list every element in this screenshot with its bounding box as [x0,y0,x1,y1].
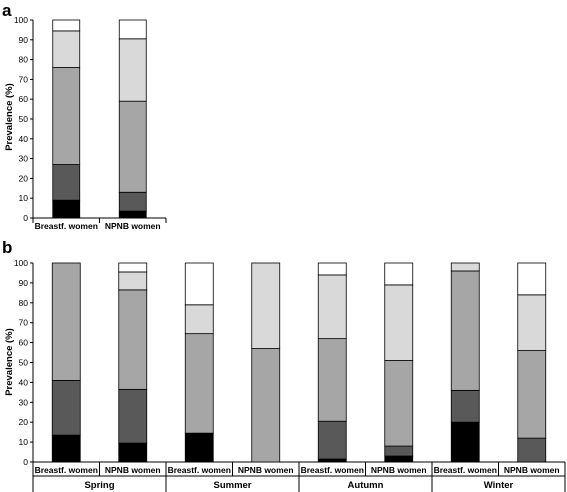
panel-a-letter: a [2,1,12,20]
panel-b-bar-segment [384,455,414,463]
panel-b-ytick-label: 10 [19,437,29,447]
panel-b-category-label: Breastf. women [301,465,364,475]
panel-b-ytick-label: 30 [19,397,29,407]
panel-a-ytick-label: 40 [19,134,29,144]
panel-b-ytick-label: 50 [19,358,29,368]
panel-b-category-label: Breastf. women [434,465,497,475]
panel-b-bar-segment [317,274,347,340]
panel-b-bar-segment [384,360,414,447]
panel-a-ytick-label: 0 [23,213,28,223]
panel-b-bar-segment [51,434,81,463]
panel-b-plot: 0 10 20 30 40 50 60 70 80 90 100 Breastf. women NPNB… [14,258,566,492]
panel-b-category-label: Breastf. women [35,465,98,475]
panel-b-bar-segment [517,294,547,351]
panel-b-bar-segment [384,284,414,361]
panel-a-bar-segment [118,38,147,102]
panel-b-ytick-label: 70 [19,318,29,328]
panel-b-category-label: NPNB women [105,465,161,475]
panel-b-bar-segment [184,333,214,434]
panel-a-plot: 0 10 20 30 40 50 60 70 80 90 100 Breastf. women NPNB… [14,15,167,231]
panel-b-bar-segment [118,262,148,273]
panel-b-bar-segment [184,304,214,335]
panel-b-bar-segment [384,262,414,286]
panel-a-ytick-label: 100 [14,15,28,25]
panel-b-group-label: Summer [213,480,251,491]
panel-a-bar-segment [118,100,147,193]
panel-b-bar-segment [251,262,281,349]
panel-a-ytick-label: 20 [19,173,29,183]
panel-a-category-label: Breastf. women [35,221,98,231]
panel-a-bar-segment [52,199,81,219]
panel-a-ytick-label: 70 [19,74,29,84]
panel-b-bar-segment [251,348,281,463]
panel-a-bar-segment [52,67,81,165]
panel-b-bar-segment [184,262,214,306]
panel-b-ytick-label: 90 [19,278,29,288]
panel-b-letter: b [2,238,12,257]
panel-b-bar-segment [51,262,81,381]
panel-b-bar-segment [118,271,148,291]
panel-b-bar-segment [450,421,480,463]
panel-b-bar-segment [450,270,480,391]
panel-b-ytick-label: 20 [19,417,29,427]
panel-b-bar-segment [118,289,148,390]
panel-b-ytick-label: 80 [19,298,29,308]
panel-b-ytick-label: 100 [14,258,28,268]
panel-a-ytick-label: 90 [19,35,29,45]
panel-b-bar-segment [317,262,347,276]
panel-a-bar-segment [118,191,147,212]
panel-b-group-label: Spring [84,480,114,491]
panel-a-bar-segment [52,19,81,32]
panel-b-bar-segment [450,389,480,423]
panel-b-bar-segment [118,388,148,444]
panel-a-ytick-label: 60 [19,94,29,104]
panel-a-bar-segment [52,30,81,68]
panel-b-group-label: Winter [484,480,514,491]
panel-b-ytick-label: 40 [19,377,29,387]
panel-b-bar-segment [384,445,414,457]
panel-a-bar-segment [118,19,147,40]
panel-a-ylabel: Prevalence (%) [4,83,15,151]
panel-b-bar-segment [184,432,214,463]
panel-b-ylabel: Prevalence (%) [4,328,15,396]
panel-b-category-label: Breastf. women [168,465,231,475]
panel-b-category-label: NPNB women [504,465,560,475]
panel-b-bar-segment [317,420,347,460]
panel-b-bar-segment [317,458,347,463]
panel-b-ytick-label: 60 [19,338,29,348]
panel-b-category-label: NPNB women [238,465,294,475]
panel-a-ytick-label: 10 [19,193,29,203]
panel-b-bar-segment [450,262,480,272]
panel-b-bar-segment [517,262,547,296]
panel-b-bar-segment [517,350,547,439]
panel-a-category-label: NPNB women [105,221,161,231]
panel-b-category-label: NPNB women [371,465,427,475]
panel-b-ytick-label: 0 [23,457,28,467]
panel-a-ytick-label: 50 [19,114,29,124]
panel-b-bar-segment [517,437,547,463]
panel-a-ytick-label: 30 [19,154,29,164]
panel-b-bar-segment [51,380,81,436]
panel-a-bar-segment [52,164,81,201]
panel-b-group-label: Autumn [348,480,384,491]
panel-b-bar-segment [317,338,347,422]
panel-a-ytick-label: 80 [19,55,29,65]
panel-a-bar-segment [118,210,147,219]
panel-b-bar-segment [118,442,148,463]
